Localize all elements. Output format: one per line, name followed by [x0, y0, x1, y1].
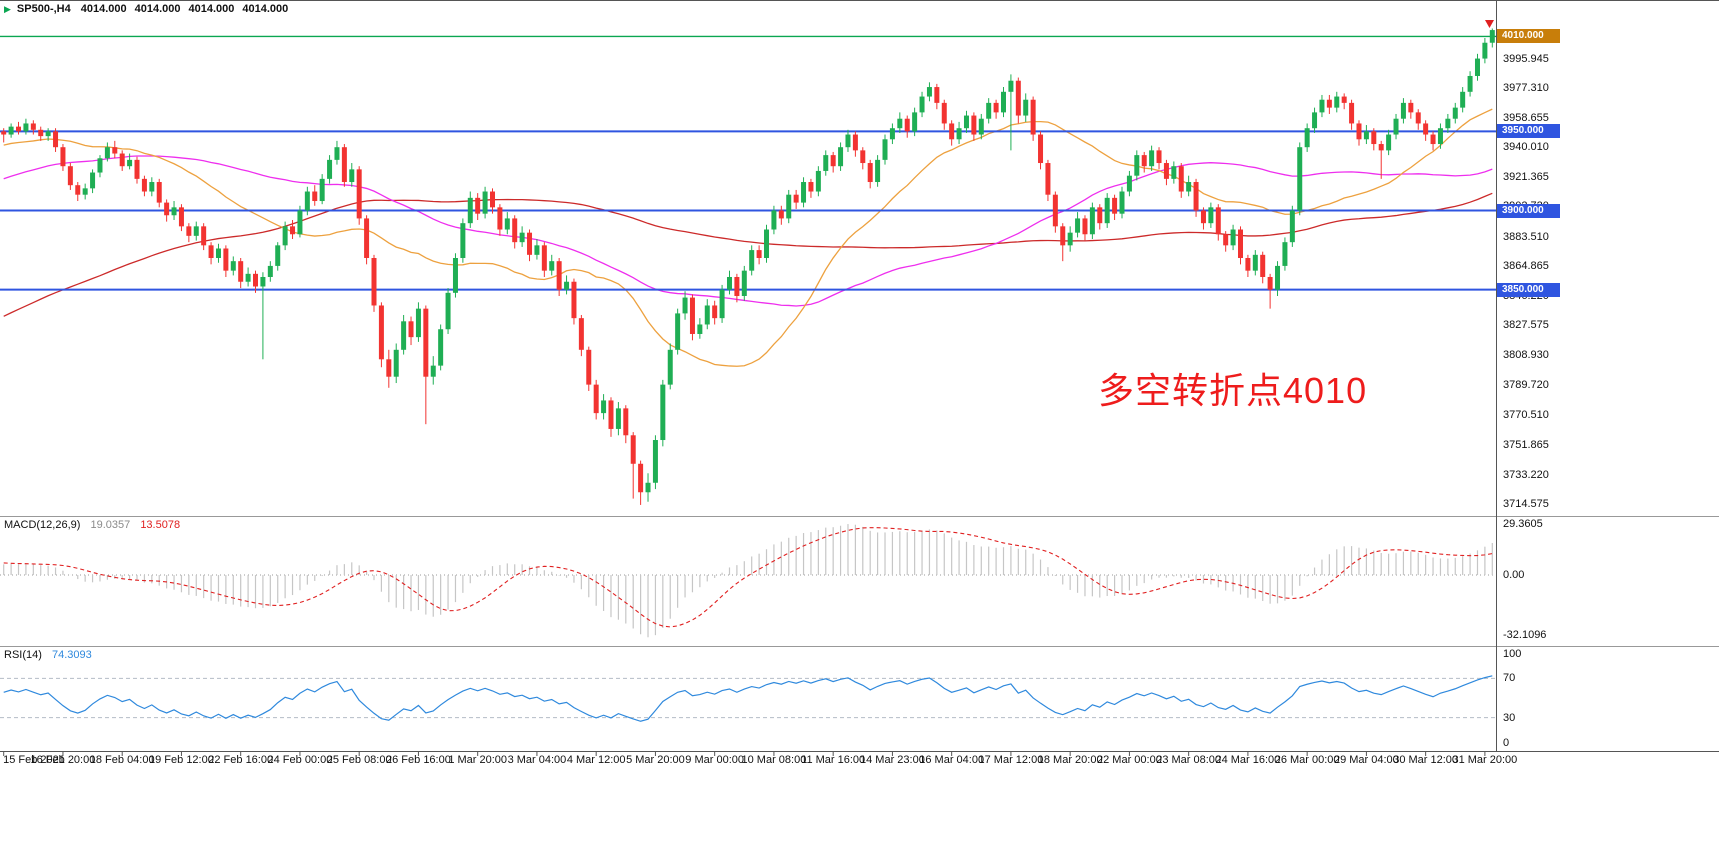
- time-axis-label: 16 Feb 20:00: [30, 754, 96, 766]
- price-axis-label: 3770.510: [1503, 409, 1549, 422]
- time-axis-label: 24 Mar 16:00: [1215, 754, 1281, 766]
- price-axis-label: 3864.865: [1503, 260, 1549, 273]
- time-axis-label: 25 Feb 08:00: [326, 754, 392, 766]
- price-axis-label: 3883.510: [1503, 230, 1549, 243]
- candles-layer: [1, 28, 1495, 505]
- sell-arrow-marker[interactable]: [1485, 20, 1494, 28]
- ma-mid-magenta-line: [3, 155, 1493, 307]
- macd-indicator-name: MACD(12,26,9): [4, 519, 81, 531]
- time-axis-label: 9 Mar 00:00: [685, 754, 745, 766]
- time-axis-label: 3 Mar 04:00: [507, 754, 567, 766]
- chart-annotation-text[interactable]: 多空转折点4010: [1098, 370, 1368, 411]
- macd-indicator-header: MACD(12,26,9) 19.0357 13.5078: [4, 519, 187, 531]
- symbol-timeframe-label: SP500-,H4: [16, 3, 71, 15]
- time-axis-label: 18 Mar 20:00: [1037, 754, 1103, 766]
- time-axis-label: 29 Mar 04:00: [1333, 754, 1399, 766]
- price-axis-label: 3977.310: [1503, 82, 1549, 95]
- rsi-axis-100-label: 100: [1503, 648, 1522, 660]
- price-axis-label: 3995.945: [1503, 52, 1549, 65]
- time-axis-label: 22 Mar 00:00: [1096, 754, 1162, 766]
- rsi-axis-70-label: 70: [1503, 672, 1516, 685]
- rsi-value: 74.3093: [51, 649, 92, 661]
- time-axis-label: 26 Feb 16:00: [386, 754, 451, 766]
- macd-main-value: 19.0357: [90, 519, 131, 531]
- rsi-indicator-header: RSI(14) 74.3093: [4, 649, 99, 661]
- price-tag-3900: 3900.000: [1497, 203, 1560, 218]
- macd-signal-value: 13.5078: [140, 519, 181, 531]
- symbol-marker-icon: ▶: [4, 3, 11, 14]
- time-axis-label: 24 Feb 00:00: [267, 754, 333, 766]
- chart-header: ▶ SP500-,H4 4014.000 4014.000 4014.000 4…: [4, 3, 296, 15]
- time-axis-label: 18 Feb 04:00: [89, 754, 155, 766]
- price-axis-label: 3827.575: [1503, 319, 1549, 332]
- price-axis-label: 3808.930: [1503, 348, 1549, 361]
- macd-histogram: [3, 524, 1493, 638]
- price-tag-4010: 4010.000: [1497, 29, 1560, 44]
- time-axis-label: 16 Mar 04:00: [919, 754, 985, 766]
- ohlc-close-value: 4014.000: [242, 3, 289, 15]
- time-axis-label: 26 Mar 00:00: [1274, 754, 1340, 766]
- time-axis-label: 4 Mar 12:00: [566, 754, 626, 766]
- macd-axis-zero-label: 0.00: [1503, 569, 1525, 582]
- time-axis-label: 19 Feb 12:00: [149, 754, 214, 766]
- time-axis-label: 22 Feb 16:00: [208, 754, 274, 766]
- time-axis-label: 31 Mar 20:00: [1452, 754, 1518, 766]
- price-axis-label: 3940.010: [1503, 141, 1549, 154]
- price-axis[interactable]: 3995.945 3977.310 3958.655 3940.010 3921.365…: [1497, 0, 1719, 752]
- rsi-axis-30-label: 30: [1503, 711, 1516, 724]
- rsi-axis-0-label: 0: [1503, 737, 1510, 749]
- price-axis-label: 3714.575: [1503, 498, 1549, 510]
- time-axis[interactable]: 15 Feb 2021 16 Feb 20:00 18 Feb 04:00 19 Fe…: [0, 754, 1719, 770]
- price-axis-label: 3733.220: [1503, 468, 1549, 481]
- ohlc-low-value: 4014.000: [188, 3, 235, 15]
- time-axis-label: 14 Mar 23:00: [859, 754, 925, 766]
- time-axis-label: 5 Mar 20:00: [626, 754, 685, 766]
- rsi-line: [3, 675, 1493, 722]
- time-axis-label: 15 Feb 2021: [3, 754, 65, 766]
- price-axis-label: 3921.365: [1503, 170, 1549, 183]
- macd-axis-max-label: 29.3605: [1503, 518, 1543, 530]
- price-axis-label: 3789.720: [1503, 379, 1549, 392]
- macd-signal-line: [3, 527, 1493, 628]
- rsi-indicator-name: RSI(14): [4, 649, 42, 661]
- ohlc-high-value: 4014.000: [134, 3, 181, 15]
- ma-fast-orange-line: [3, 108, 1493, 367]
- ohlc-open-value: 4014.000: [80, 3, 127, 15]
- price-tag-3850: 3850.000: [1497, 282, 1560, 297]
- time-axis-label: 11 Mar 16:00: [801, 754, 866, 766]
- price-axis-label: 3751.865: [1503, 438, 1549, 451]
- price-axis-label: 3958.655: [1503, 111, 1549, 124]
- time-axis-label: 1 Mar 20:00: [448, 754, 508, 766]
- ma-slow-red-line: [3, 192, 1493, 317]
- time-axis-label: 23 Mar 08:00: [1156, 754, 1222, 766]
- time-axis-label: 17 Mar 12:00: [978, 754, 1044, 766]
- price-tag-3950: 3950.000: [1497, 124, 1560, 139]
- macd-axis-min-label: -32.1096: [1503, 629, 1547, 641]
- time-axis-label: 30 Mar 12:00: [1393, 754, 1459, 766]
- time-axis-label: 10 Mar 08:00: [741, 754, 807, 766]
